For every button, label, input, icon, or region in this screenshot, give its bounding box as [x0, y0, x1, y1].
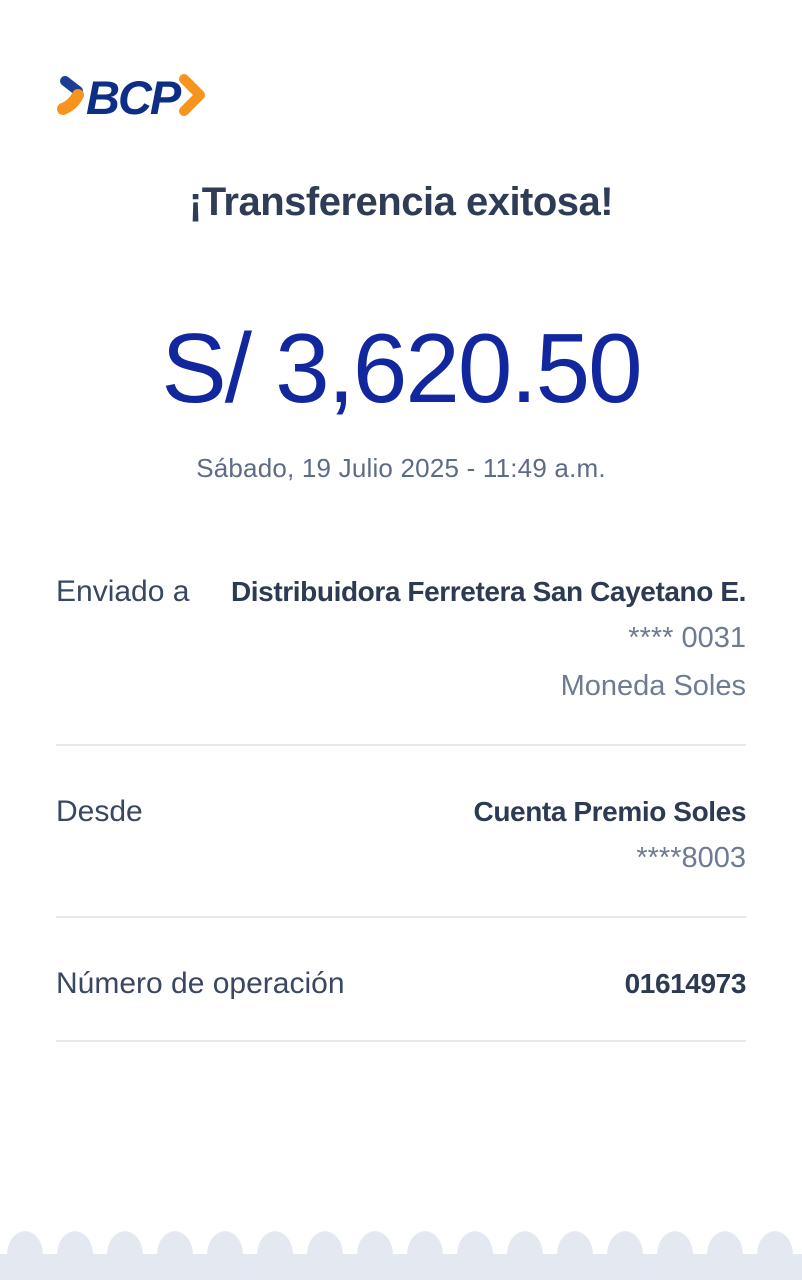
bcp-logo: BCP: [56, 64, 746, 126]
logo-left-chevron-blue: [60, 76, 83, 96]
operation-label: Número de operación: [56, 967, 345, 1000]
receipt-edge: [0, 1231, 802, 1280]
page-title: ¡Transferencia exitosa!: [188, 180, 614, 224]
transfer-datetime: Sábado, 19 Julio 2025 - 11:49 a.m.: [196, 453, 606, 483]
source-account-mask: ****8003: [636, 842, 746, 874]
recipient-currency: Moneda Soles: [560, 670, 746, 702]
bcp-logo-icon: BCP: [57, 71, 205, 124]
sent-to-label: Enviado a: [56, 575, 190, 608]
logo-right-chevron-icon: [179, 74, 205, 116]
scalloped-edge-decoration: [0, 1231, 802, 1254]
from-label: Desde: [56, 795, 143, 828]
source-account-name: Cuenta Premio Soles: [473, 796, 747, 827]
divider: [56, 1040, 746, 1042]
operation-value: 01614973: [363, 962, 747, 1006]
recipient-name: Distribuidora Ferretera San Cayetano E.: [230, 576, 746, 607]
receipt-card: BCP ¡Transferencia exitosa! S/ 3,620.50 …: [56, 64, 746, 1042]
recipient-account-mask: **** 0031: [628, 622, 746, 654]
divider: [56, 916, 746, 918]
sent-to-value: Distribuidora Ferretera San Cayetano E. …: [207, 570, 746, 710]
operation-row: Número de operación 01614973: [56, 962, 746, 1006]
from-row: Desde Cuenta Premio Soles ****8003: [56, 790, 746, 882]
logo-wordmark: BCP: [86, 71, 182, 124]
from-value: Cuenta Premio Soles ****8003: [161, 790, 747, 882]
transfer-amount: S/ 3,620.50: [161, 313, 642, 423]
divider: [56, 744, 746, 746]
operation-number: 01614973: [624, 968, 747, 999]
footer-background: [0, 1254, 802, 1280]
sent-to-row: Enviado a Distribuidora Ferretera San Ca…: [56, 570, 746, 710]
logo-left-chevron-orange: [57, 89, 84, 115]
transfer-details: Enviado a Distribuidora Ferretera San Ca…: [56, 570, 746, 1042]
